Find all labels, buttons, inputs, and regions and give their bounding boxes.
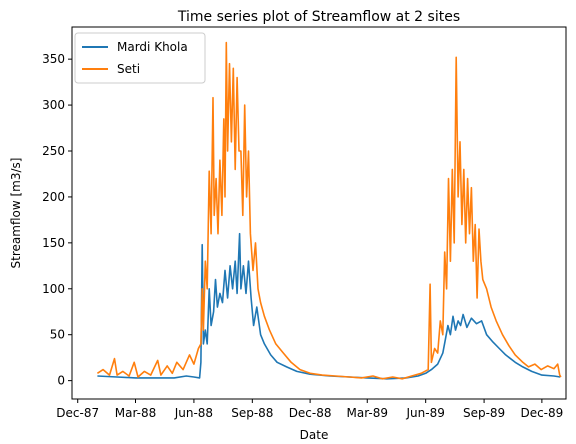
y-tick-label: 300 (42, 98, 65, 112)
x-tick-label: Mar-88 (115, 406, 156, 420)
y-tick-label: 250 (42, 144, 65, 158)
x-tick-label: Dec-88 (289, 406, 332, 420)
plot-area (72, 27, 566, 399)
y-tick-label: 0 (57, 374, 65, 388)
x-tick-label: Sep-89 (463, 406, 505, 420)
y-tick-label: 350 (42, 52, 65, 66)
legend: Mardi Khola Seti (74, 32, 206, 84)
series-line-seti (96, 41, 562, 380)
x-tick-label: Dec-87 (56, 406, 99, 420)
x-ticks: Dec-87 Mar-88 Jun-88 Sep-88 Dec-88 Mar-89 Jun-… (56, 399, 563, 420)
x-tick-label: Mar-89 (347, 406, 388, 420)
y-tick-label: 150 (42, 236, 65, 250)
y-tick-label: 50 (50, 328, 65, 342)
legend-box (74, 32, 206, 84)
series-layer (96, 41, 562, 380)
y-tick-label: 200 (42, 190, 65, 204)
axes-frame (71, 26, 567, 400)
x-tick-label: Jun-89 (405, 406, 444, 420)
chart-title: Time series plot of Streamflow at 2 site… (177, 9, 460, 25)
series-line-mardi-khola (97, 232, 561, 380)
legend-label-seti: Seti (117, 62, 140, 76)
legend-label-mardi-khola: Mardi Khola (117, 40, 188, 54)
y-tick-label: 100 (42, 282, 65, 296)
y-ticks: 0 50 100 150 200 250 300 350 (42, 52, 72, 388)
y-axis-label: Streamflow [m3/s] (9, 158, 23, 269)
x-tick-label: Jun-88 (174, 406, 213, 420)
x-tick-label: Sep-88 (231, 406, 273, 420)
x-axis-label: Date (300, 428, 329, 442)
x-tick-label: Dec-89 (520, 406, 563, 420)
